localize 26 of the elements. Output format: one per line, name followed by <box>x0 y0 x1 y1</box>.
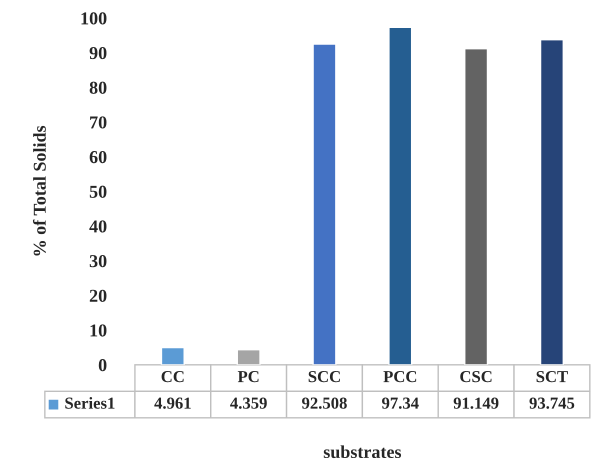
x-tick-label: CSC <box>460 371 492 382</box>
x-tick-label: SCT <box>536 371 568 382</box>
y-tick-label: 40 <box>89 220 106 233</box>
y-tick-label: 90 <box>90 46 106 60</box>
x-tick-label: PCC <box>383 371 416 382</box>
y-tick-label: 30 <box>90 255 106 268</box>
y-tick-label: 50 <box>90 186 106 198</box>
y-tick-label: 20 <box>90 290 106 302</box>
x-tick-label: PC <box>238 371 258 382</box>
data-label: 4.961 <box>154 398 191 409</box>
legend-label: Series1 <box>65 397 114 409</box>
data-label: 4.359 <box>230 398 267 409</box>
y-tick-label: 80 <box>90 82 106 94</box>
y-tick-label: 10 <box>90 324 106 337</box>
data-label: 92.508 <box>302 398 347 409</box>
y-axis-title: % of Total Solids <box>32 126 46 256</box>
data-label: 91.149 <box>454 398 498 409</box>
data-label: 97.34 <box>382 398 419 409</box>
x-tick-label: CC <box>162 371 184 382</box>
y-tick-label: 100 <box>82 12 106 24</box>
data-label: 93.745 <box>529 398 574 409</box>
x-tick-label: SCC <box>308 371 340 382</box>
x-axis-title: substrates <box>324 445 402 458</box>
y-tick-label: 0 <box>98 359 106 372</box>
y-tick-label: 70 <box>90 116 106 129</box>
y-tick-label: 60 <box>90 151 106 164</box>
